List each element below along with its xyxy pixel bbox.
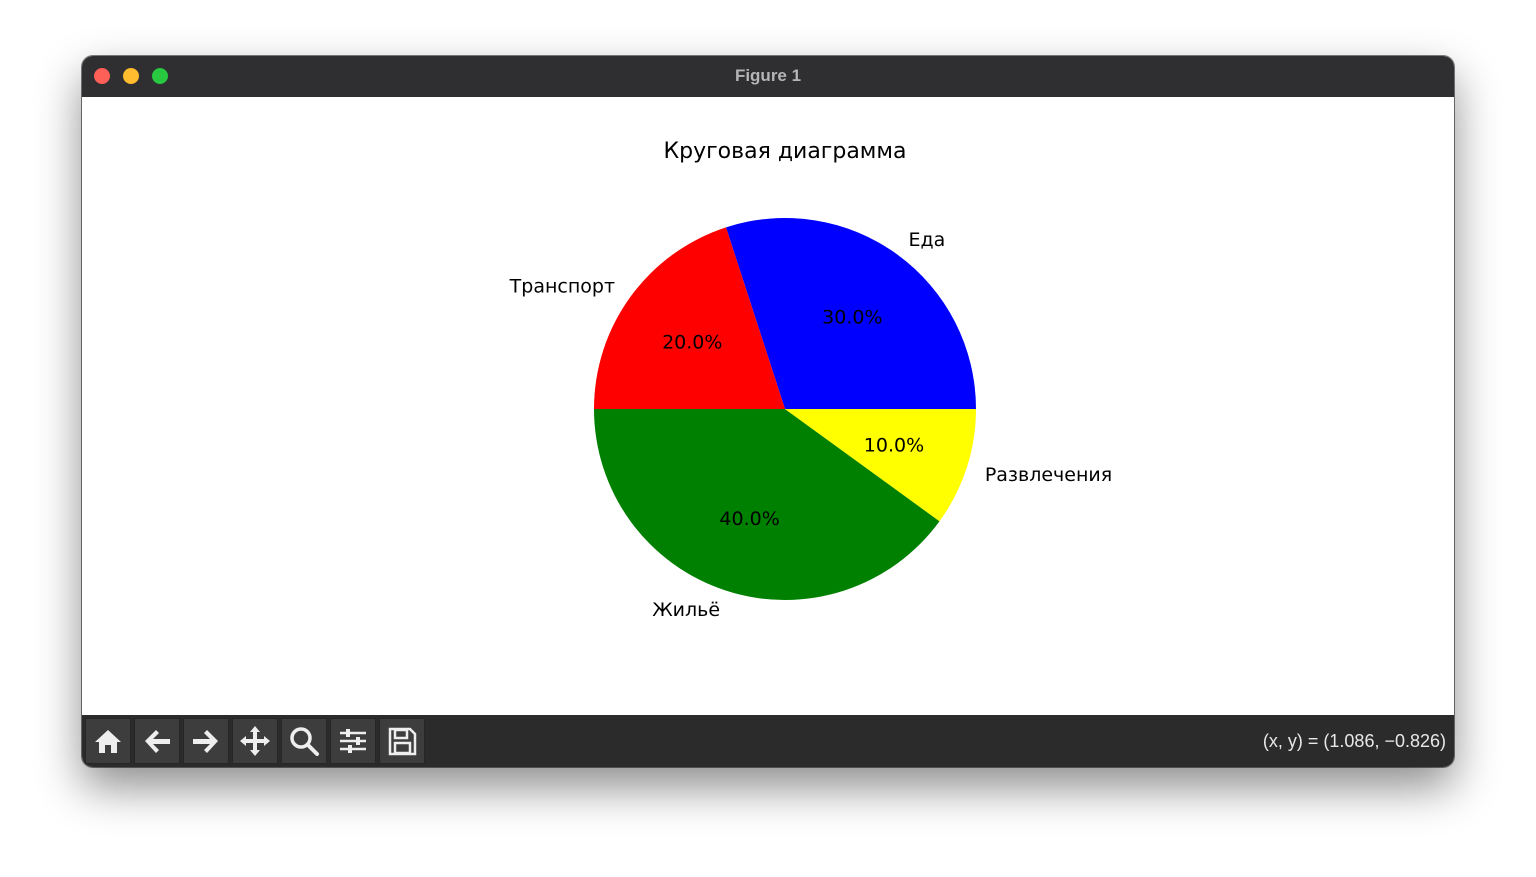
navigation-toolbar: (x, y) = (1.086, −0.826) [82,715,1454,767]
back-button[interactable] [134,718,180,764]
zoom-icon [290,727,319,756]
cursor-coordinates: (x, y) = (1.086, −0.826) [1262,731,1446,751]
title-bar: Figure 1 [82,56,1454,97]
configure-subplots-icon [340,729,366,753]
slice-percent-label: 20.0% [662,332,722,354]
window-title: Figure 1 [734,66,802,85]
slice-percent-label: 30.0% [822,306,882,328]
save-button[interactable] [379,718,425,764]
pie-slice-0 [725,218,976,409]
slice-percent-label: 40.0% [719,508,779,530]
forward-button[interactable] [183,718,229,764]
figure-window: Figure 1 Круговая диаграмма Еда 30.0% Тран… [82,56,1454,767]
plot-canvas: Круговая диаграмма Еда 30.0% Транспорт 20.0… [82,97,1454,715]
zoom-button[interactable] [281,718,327,764]
pan-icon [240,726,270,756]
pie-slice-2 [594,409,940,600]
slice-label: Транспорт [509,276,615,298]
maximize-button[interactable] [152,68,168,84]
configure-subplots-button[interactable] [330,718,376,764]
chart-title: Круговая диаграмма [664,139,907,164]
minimize-button[interactable] [123,68,139,84]
home-button[interactable] [85,718,131,764]
back-arrow-icon [145,730,170,753]
pie-slice-1 [594,227,785,409]
forward-arrow-icon [193,730,218,753]
pie-chart: Круговая диаграмма Еда 30.0% Транспорт 20.0… [509,139,1113,621]
home-icon [95,730,121,753]
save-icon [388,727,417,756]
slice-label: Еда [908,229,945,251]
close-button[interactable] [94,68,110,84]
pie-slice-3 [785,409,976,522]
slice-label: Жильё [652,599,720,621]
pan-button[interactable] [232,718,278,764]
slice-label: Развлечения [985,464,1112,486]
slice-percent-label: 10.0% [864,434,924,456]
